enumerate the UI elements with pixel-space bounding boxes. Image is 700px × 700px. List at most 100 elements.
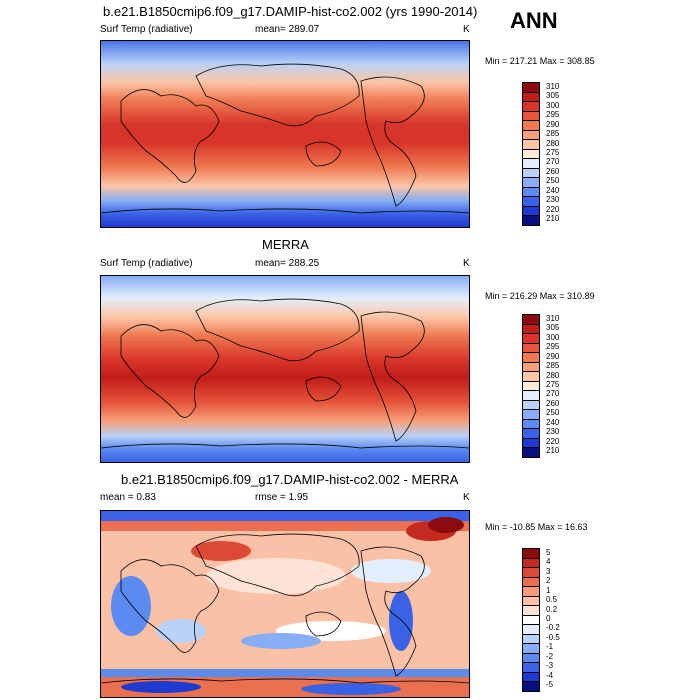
colorbar-cell (523, 315, 539, 325)
colorbar-tick-label: 285 (546, 361, 560, 371)
colorbar-tick-label: 0.5 (546, 595, 558, 605)
colorbar-cell (523, 197, 539, 207)
colorbar-tick-label: -3 (546, 661, 554, 671)
colorbar-tick-label: 0.2 (546, 604, 558, 614)
colorbar-cell (523, 448, 539, 457)
colorbar-tick-label: -5 (546, 680, 554, 690)
colorbar-tick-label: 275 (546, 380, 560, 389)
colorbar-tick-label: 210 (546, 446, 560, 456)
colorbar-tick-label: 240 (546, 417, 560, 427)
colorbar-tick-label: 230 (546, 195, 560, 205)
map-difference (100, 510, 470, 698)
colorbar-tick-label: 240 (546, 185, 560, 195)
colorbar-tick-label: 310 (546, 81, 560, 91)
colorbar-cell (523, 159, 539, 169)
colorbar-model (522, 82, 540, 226)
colorbar-cell (523, 130, 539, 141)
colorbar-cell (523, 419, 539, 430)
colorbar-tick-label: 4 (546, 557, 551, 567)
mean-label: mean= 288.25 (255, 258, 320, 269)
units-label: K (463, 24, 470, 35)
colorbar-tick-label: -4 (546, 670, 554, 680)
colorbar-cell (523, 83, 539, 93)
colorbar-cell (523, 672, 539, 683)
colorbar-cell (523, 187, 539, 198)
colorbar-cell (523, 568, 539, 578)
colorbar-cell (523, 102, 539, 112)
colorbar-cell (523, 587, 539, 597)
colorbar-tick-label: 310 (546, 313, 560, 323)
colorbar-tick-label: 5 (546, 547, 551, 557)
colorbar-cell (523, 410, 539, 420)
colorbar-tick-label: 3 (546, 566, 551, 576)
colorbar-difference (522, 548, 540, 692)
min-max-label: Min = 216.29 Max = 310.89 (485, 291, 595, 301)
colorbar-cell (523, 353, 539, 363)
colorbar-labels-difference: 5 4 3 2 1 0.5 0.2 0 -0.2 -0.5 -1 -2 -3 -4 -5 (546, 548, 576, 692)
season-label: ANN (510, 8, 558, 33)
colorbar-cell (523, 577, 539, 588)
colorbar-tick-label: 305 (546, 91, 560, 101)
colorbar-cell (523, 372, 539, 382)
colorbar-tick-label: 220 (546, 204, 560, 214)
panel-title: b.e21.B1850cmip6.f09_g17.DAMIP-hist-co2.… (103, 4, 478, 19)
colorbar-cell (523, 549, 539, 559)
colorbar-cell (523, 391, 539, 401)
colorbar-tick-label: 275 (546, 148, 560, 157)
colorbar-cell (523, 653, 539, 664)
colorbar-tick-label: 1 (546, 585, 551, 595)
colorbar-cell (523, 644, 539, 654)
colorbar-cell (523, 400, 539, 411)
colorbar-tick-label: -0.2 (546, 623, 560, 633)
mean-label: mean= 289.07 (255, 24, 320, 35)
colorbar-tick-label: 295 (546, 342, 560, 352)
panel-title: MERRA (262, 237, 309, 252)
colorbar-cell (523, 615, 539, 626)
colorbar-cell (523, 168, 539, 179)
units-label: K (463, 492, 470, 503)
colorbar-tick-label: 300 (546, 100, 560, 110)
colorbar-cell (523, 324, 539, 335)
colorbar-cell (523, 625, 539, 635)
colorbar-tick-label: -0.5 (546, 632, 560, 642)
colorbar-cell (523, 206, 539, 217)
colorbar-cell (523, 216, 539, 225)
colorbar-cell (523, 634, 539, 645)
colorbar-cell (523, 140, 539, 150)
colorbar-cell (523, 92, 539, 103)
colorbar-tick-label: 270 (546, 157, 560, 167)
colorbar-cell (523, 111, 539, 122)
colorbar-tick-label: 210 (546, 214, 560, 224)
colorbar-labels-model: 310 305 300 295 290 285 280 275 270 260 250 240 230 2… (546, 82, 576, 226)
colorbar-tick-label: 260 (546, 166, 560, 176)
units-label: K (463, 258, 470, 269)
colorbar-tick-label: 260 (546, 398, 560, 408)
colorbar-tick-label: 0 (546, 614, 551, 623)
map-model-surface-temperature (100, 40, 470, 228)
colorbar-tick-label: 300 (546, 332, 560, 342)
colorbar-tick-label: 305 (546, 323, 560, 333)
colorbar-cell (523, 334, 539, 344)
colorbar-tick-label: 250 (546, 176, 560, 186)
min-max-label: Min = 217.21 Max = 308.85 (485, 56, 595, 66)
panel-title: b.e21.B1850cmip6.f09_g17.DAMIP-hist-co2.… (121, 472, 459, 487)
colorbar-cell (523, 178, 539, 188)
colorbar-labels-obs: 310 305 300 295 290 285 280 275 270 260 250 240 230 2… (546, 314, 576, 458)
min-max-label: Min = -10.85 Max = 16.63 (485, 522, 588, 532)
colorbar-tick-label: 290 (546, 119, 560, 129)
colorbar-cell (523, 362, 539, 373)
colorbar-tick-label: 270 (546, 389, 560, 399)
rmse-label: rmse = 1.95 (255, 492, 309, 503)
colorbar-cell (523, 381, 539, 392)
colorbar-cell (523, 682, 539, 691)
colorbar-tick-label: 280 (546, 370, 560, 380)
colorbar-tick-label: 250 (546, 408, 560, 418)
colorbar-tick-label: 280 (546, 138, 560, 148)
map-obs-surface-temperature (100, 275, 470, 463)
variable-label: Surf Temp (radiative) (100, 24, 193, 35)
colorbar-cell (523, 596, 539, 607)
colorbar-cell (523, 429, 539, 439)
colorbar-tick-label: -1 (546, 642, 554, 652)
colorbar-tick-label: -2 (546, 651, 554, 661)
colorbar-tick-label: 295 (546, 110, 560, 120)
